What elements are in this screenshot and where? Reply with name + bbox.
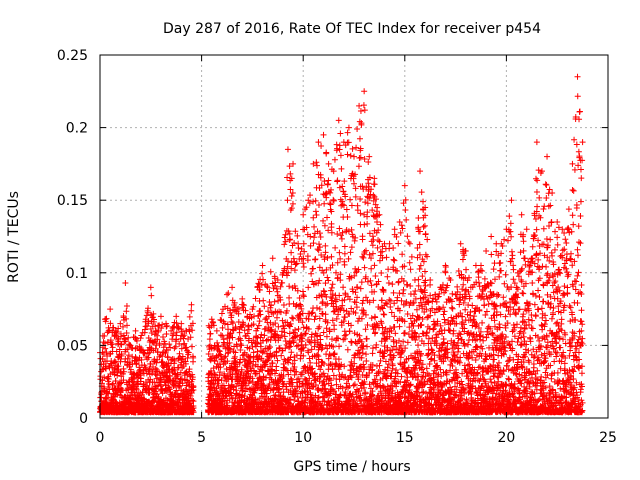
data-point	[147, 360, 154, 367]
data-point	[102, 345, 109, 352]
data-point	[146, 365, 153, 372]
data-point	[143, 323, 150, 330]
data-point	[123, 322, 130, 329]
data-point	[124, 346, 131, 353]
data-point	[127, 366, 134, 373]
data-point	[142, 326, 149, 333]
data-point	[105, 328, 112, 335]
data-point	[158, 325, 165, 332]
data-point	[160, 333, 167, 340]
data-points	[97, 73, 586, 416]
data-point	[138, 332, 145, 339]
data-point	[154, 348, 161, 355]
data-point	[118, 341, 125, 348]
data-point	[156, 340, 163, 347]
data-point	[132, 385, 139, 392]
data-point	[118, 350, 125, 357]
data-point	[150, 316, 157, 323]
data-point	[162, 350, 169, 357]
data-point	[107, 320, 114, 327]
data-point	[107, 337, 114, 344]
data-point	[123, 308, 130, 315]
data-point	[155, 393, 162, 400]
data-point	[120, 377, 127, 384]
data-point	[148, 329, 155, 336]
data-point	[114, 391, 121, 398]
data-point	[104, 390, 111, 397]
data-point	[124, 355, 131, 362]
data-point	[101, 374, 108, 381]
data-point	[117, 380, 124, 387]
data-point	[146, 349, 153, 356]
data-point	[125, 352, 132, 359]
data-point	[145, 305, 152, 312]
data-point	[163, 330, 170, 337]
data-point	[107, 370, 114, 377]
data-point	[111, 358, 118, 365]
data-point	[151, 338, 158, 345]
data-point	[112, 378, 119, 385]
data-point	[109, 344, 116, 351]
data-point	[129, 376, 136, 383]
data-point	[138, 356, 145, 363]
data-point	[164, 362, 171, 369]
data-point	[149, 370, 156, 377]
data-point	[137, 368, 144, 375]
data-point	[110, 324, 117, 331]
data-point	[133, 386, 140, 393]
data-point	[159, 321, 166, 328]
data-point	[120, 368, 127, 375]
data-point	[116, 346, 123, 353]
data-point	[103, 315, 110, 322]
data-point	[120, 323, 127, 330]
data-point	[105, 390, 112, 397]
data-point	[103, 349, 110, 356]
data-point	[101, 333, 108, 340]
data-point	[102, 365, 109, 372]
data-point	[125, 334, 132, 341]
data-point	[148, 292, 155, 299]
data-point	[150, 310, 157, 317]
data-point	[120, 313, 127, 320]
data-point	[122, 336, 129, 343]
data-point	[105, 383, 112, 390]
data-point	[145, 354, 152, 361]
data-point	[154, 336, 161, 343]
data-point	[154, 356, 161, 363]
data-point	[150, 402, 157, 409]
data-point	[115, 363, 122, 370]
data-point	[164, 354, 171, 361]
data-point	[117, 333, 124, 340]
data-point	[141, 350, 148, 357]
data-point	[123, 329, 130, 336]
data-point	[152, 365, 159, 372]
data-point	[159, 353, 166, 360]
data-point	[152, 345, 159, 352]
data-point	[123, 302, 130, 309]
data-point	[133, 337, 140, 344]
data-point	[151, 398, 158, 405]
data-point	[146, 389, 153, 396]
data-point	[153, 386, 160, 393]
data-point	[159, 358, 166, 365]
data-point	[105, 376, 112, 383]
data-point	[123, 315, 130, 322]
data-point	[137, 375, 144, 382]
data-point	[158, 386, 165, 393]
data-point	[113, 348, 120, 355]
